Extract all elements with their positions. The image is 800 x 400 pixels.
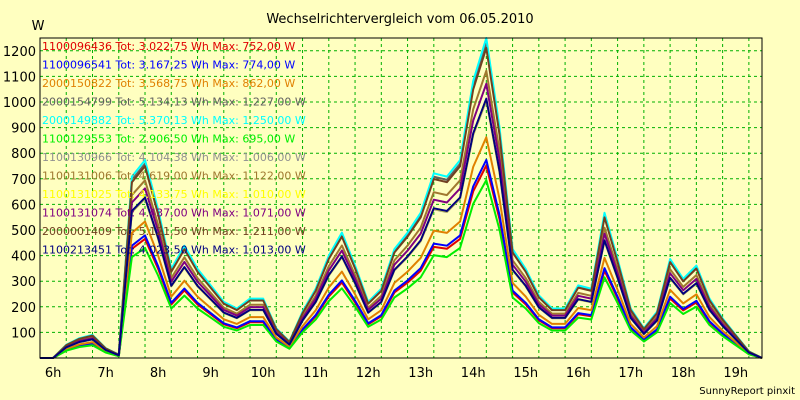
legend-entry: 1100096436 Tot: 3.022,75 Wh Max: 752,00 … (42, 40, 295, 53)
legend-entry: 1100130966 Tot: 4.104,38 Wh Max: 1.006,0… (42, 151, 306, 164)
x-tick-label: 6h (45, 366, 62, 381)
legend-entry: 1100131006 Tot: 4.619,00 Wh Max: 1.122,0… (42, 170, 306, 183)
y-tick-label: 1200 (3, 45, 36, 60)
axes: 100 200 300 400 500 600 700 800 900 1000 1100 1200 6… (3, 45, 748, 381)
x-tick-label: 18h (671, 366, 696, 381)
series-line-1100129553 (40, 179, 763, 359)
legend-entry: 1100096541 Tot: 3.167,25 Wh Max: 774,00 … (42, 59, 295, 72)
legend-entry: 1100131025 Tot: 4.133,75 Wh Max: 1.010,0… (42, 188, 306, 201)
y-tick-label: 1000 (3, 96, 36, 111)
footer-credit: SunnyReport pinxit (699, 386, 795, 397)
legend: 1100096436 Tot: 3.022,75 Wh Max: 752,00 … (42, 40, 306, 257)
legend-entry: 2000150822 Tot: 3.568,75 Wh Max: 862,00 … (42, 77, 295, 90)
y-tick-label: 1100 (3, 70, 36, 85)
series-lines (40, 37, 763, 359)
y-tick-label: 400 (11, 250, 36, 265)
chart-title: Wechselrichtervergleich vom 06.05.2010 (266, 12, 533, 27)
legend-entry: 2000154799 Tot: 5.134,13 Wh Max: 1.227,0… (42, 96, 306, 109)
y-axis-label: W (32, 19, 45, 34)
plot-area (40, 38, 762, 358)
legend-entry: 1100129553 Tot: 2.906,50 Wh Max: 695,00 … (42, 133, 295, 146)
y-tick-label: 600 (11, 198, 36, 213)
y-tick-label: 700 (11, 173, 36, 188)
x-tick-label: 13h (408, 366, 433, 381)
x-tick-label: 16h (566, 366, 591, 381)
x-tick-label: 7h (97, 366, 114, 381)
series-line-2000001409 (40, 47, 763, 359)
x-tick-label: 8h (150, 366, 167, 381)
x-tick-label: 15h (513, 366, 538, 381)
legend-entry: 2000149882 Tot: 5.370,13 Wh Max: 1.250,0… (42, 114, 306, 127)
x-tick-label: 17h (618, 366, 643, 381)
y-tick-label: 100 (11, 326, 36, 341)
x-tick-label: 10h (251, 366, 276, 381)
legend-entry: 2000001409 Tot: 5.121,50 Wh Max: 1.211,0… (42, 225, 306, 238)
x-tick-label: 9h (202, 366, 219, 381)
y-tick-label: 300 (11, 275, 36, 290)
y-tick-label: 900 (11, 122, 36, 137)
series-line-2000150822 (40, 136, 763, 359)
y-tick-label: 500 (11, 224, 36, 239)
y-tick-label: 200 (11, 301, 36, 316)
legend-entry: 1100131074 Tot: 4.437,00 Wh Max: 1.071,0… (42, 207, 306, 220)
legend-entry: 1100213451 Tot: 4.023,50 Wh Max: 1.013,0… (42, 244, 306, 257)
x-tick-label: 12h (356, 366, 381, 381)
series-line-1100213451 (40, 97, 763, 359)
x-tick-label: 11h (303, 366, 328, 381)
y-tick-label: 800 (11, 147, 36, 162)
series-line-1100096541 (40, 158, 763, 359)
plot-frame (39, 37, 763, 359)
x-tick-label: 19h (723, 366, 748, 381)
x-tick-label: 14h (461, 366, 486, 381)
